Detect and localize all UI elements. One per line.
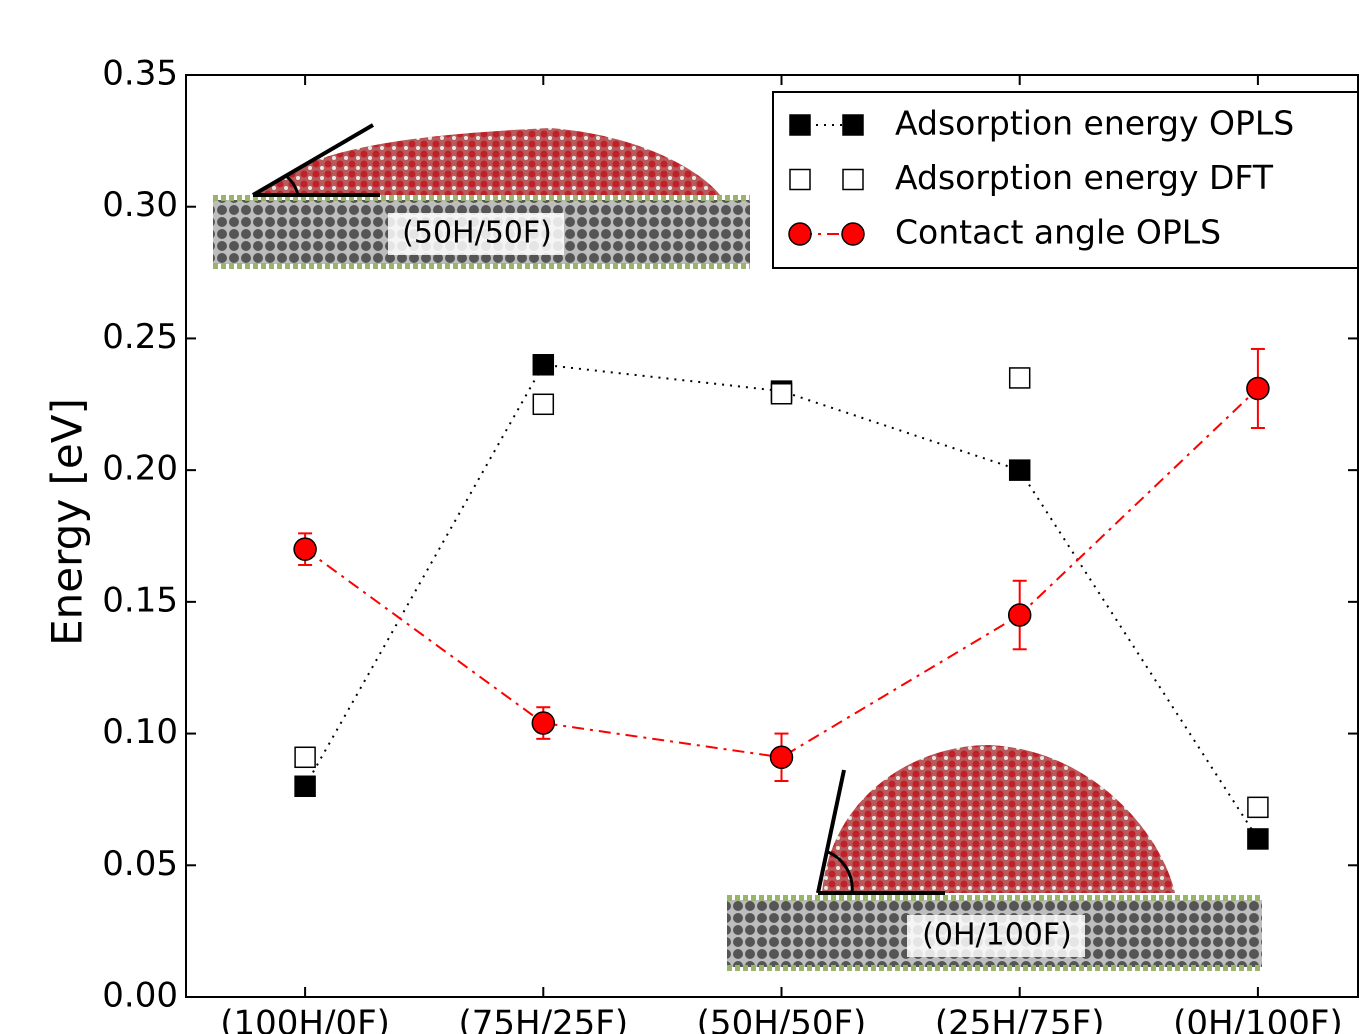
marker — [1007, 603, 1032, 627]
legend-marker — [788, 222, 812, 246]
y-axis-label: Energy [eV] — [43, 398, 92, 646]
legend-marker — [789, 168, 811, 191]
marker — [294, 746, 316, 769]
y-tick-label: 0.15 — [102, 580, 178, 620]
marker — [532, 393, 555, 416]
marker — [770, 382, 793, 405]
y-tick-label: 0.05 — [102, 844, 178, 884]
x-tick-label: (75H/25F) — [458, 1004, 628, 1034]
marker — [769, 745, 794, 770]
y-tick-label: 0.10 — [102, 712, 178, 752]
y-tick-label: 0.30 — [102, 185, 178, 225]
series-line — [304, 387, 1259, 759]
marker — [293, 537, 317, 561]
legend-marker — [841, 222, 865, 246]
y-tick-label: 0.00 — [102, 976, 178, 1016]
legend: Adsorption energy OPLS Adsorption energy … — [772, 91, 1359, 269]
legend-label: Adsorption energy OPLS — [895, 104, 1294, 143]
x-tick-label: (50H/50F) — [697, 1004, 867, 1034]
plot-frame — [185, 74, 1359, 998]
marker — [294, 775, 316, 798]
legend-marker — [842, 168, 864, 191]
x-tick-label: (0H/100F) — [1173, 1004, 1343, 1034]
legend-box — [772, 91, 1359, 269]
legend-label: Adsorption energy DFT — [895, 158, 1274, 197]
marker — [1246, 376, 1270, 401]
marker — [532, 354, 555, 376]
marker — [1008, 367, 1031, 389]
y-tick-label: 0.25 — [102, 317, 178, 357]
inset-label: (50H/50F) — [402, 216, 552, 251]
inset-label: (0H/100F) — [922, 918, 1072, 953]
x-tick-label: (100H/0F) — [220, 1004, 390, 1034]
marker — [1008, 459, 1031, 481]
legend-marker — [842, 114, 864, 136]
legend-marker — [789, 114, 811, 136]
inset-bottom: (0H/100F) — [727, 745, 1262, 971]
marker — [531, 711, 556, 735]
y-tick-label: 0.20 — [102, 449, 178, 489]
marker — [1247, 828, 1269, 850]
inset-top: (50H/50F) — [213, 123, 750, 269]
series-line — [304, 363, 1259, 840]
marker — [1247, 796, 1269, 819]
y-tick-label: 0.35 — [102, 54, 178, 94]
legend-label: Contact angle OPLS — [895, 213, 1221, 252]
x-tick-label: (25H/75F) — [935, 1004, 1105, 1034]
